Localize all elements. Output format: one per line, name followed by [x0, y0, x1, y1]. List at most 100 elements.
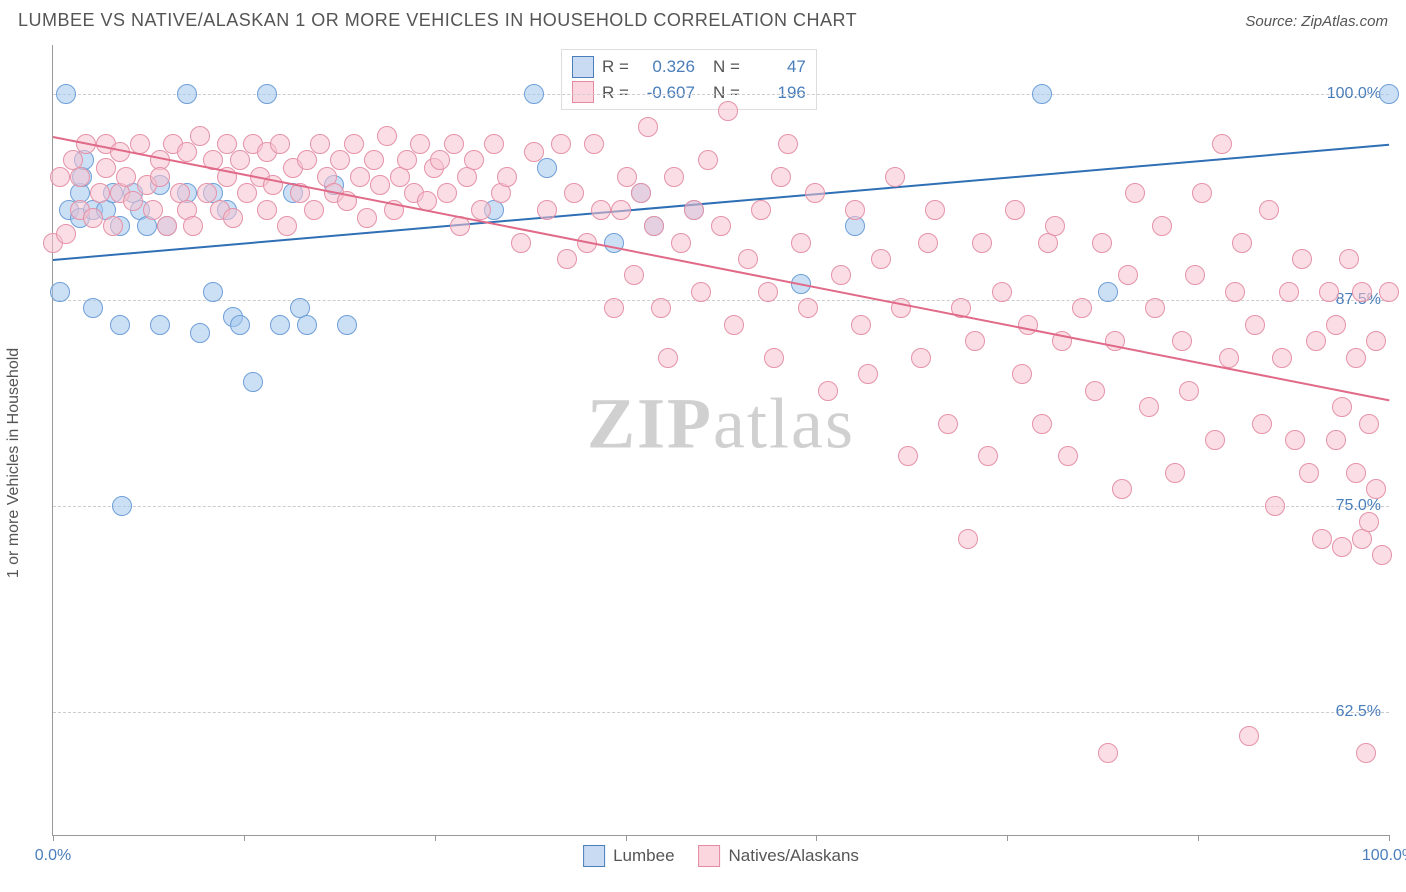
watermark-zip: ZIP: [587, 384, 713, 464]
data-point: [925, 200, 945, 220]
data-point: [123, 191, 143, 211]
data-point: [617, 167, 637, 187]
data-point: [1326, 315, 1346, 335]
data-point: [1092, 233, 1112, 253]
data-point: [330, 150, 350, 170]
data-point: [764, 348, 784, 368]
data-point: [471, 200, 491, 220]
data-point: [150, 315, 170, 335]
data-point: [83, 208, 103, 228]
data-point: [658, 348, 678, 368]
data-point: [938, 414, 958, 434]
data-point: [871, 249, 891, 269]
legend-correlation-row: R =0.326N =47: [572, 54, 806, 80]
legend-series-label: Lumbee: [613, 846, 674, 866]
data-point: [223, 208, 243, 228]
data-point: [1032, 414, 1052, 434]
data-point: [918, 233, 938, 253]
data-point: [1245, 315, 1265, 335]
legend-series-label: Natives/Alaskans: [729, 846, 859, 866]
data-point: [551, 134, 571, 154]
data-point: [805, 183, 825, 203]
data-point: [1285, 430, 1305, 450]
data-point: [671, 233, 691, 253]
data-point: [56, 84, 76, 104]
data-point: [56, 224, 76, 244]
watermark: ZIPatlas: [587, 383, 855, 466]
legend-n-value: 47: [748, 54, 806, 80]
data-point: [410, 134, 430, 154]
data-point: [230, 315, 250, 335]
data-point: [1072, 298, 1092, 318]
data-point: [464, 150, 484, 170]
data-point: [537, 158, 557, 178]
data-point: [237, 183, 257, 203]
data-point: [177, 142, 197, 162]
data-point: [537, 200, 557, 220]
legend-r-label: R =: [602, 54, 629, 80]
ytick-label: 100.0%: [1327, 85, 1381, 103]
data-point: [851, 315, 871, 335]
xtick: [626, 835, 627, 841]
data-point: [364, 150, 384, 170]
chart-source: Source: ZipAtlas.com: [1245, 13, 1388, 30]
data-point: [1366, 479, 1386, 499]
xtick: [244, 835, 245, 841]
legend-swatch: [572, 81, 594, 103]
data-point: [751, 200, 771, 220]
data-point: [1292, 249, 1312, 269]
data-point: [1312, 529, 1332, 549]
data-point: [1205, 430, 1225, 450]
data-point: [511, 233, 531, 253]
chart-header: LUMBEE VS NATIVE/ALASKAN 1 OR MORE VEHIC…: [0, 0, 1406, 35]
data-point: [992, 282, 1012, 302]
data-point: [684, 200, 704, 220]
chart-title: LUMBEE VS NATIVE/ALASKAN 1 OR MORE VEHIC…: [18, 10, 857, 31]
data-point: [1179, 381, 1199, 401]
data-point: [1185, 265, 1205, 285]
legend-correlation: R =0.326N =47R =-0.607N =196: [561, 49, 817, 110]
data-point: [1356, 743, 1376, 763]
data-point: [116, 167, 136, 187]
data-point: [1279, 282, 1299, 302]
data-point: [1339, 249, 1359, 269]
gridline: [53, 712, 1389, 713]
ytick-label: 75.0%: [1336, 497, 1381, 515]
data-point: [96, 158, 116, 178]
data-point: [1232, 233, 1252, 253]
data-point: [70, 167, 90, 187]
data-point: [1032, 84, 1052, 104]
legend-r-label: R =: [602, 80, 629, 106]
data-point: [858, 364, 878, 384]
data-point: [1346, 463, 1366, 483]
data-point: [1098, 743, 1118, 763]
data-point: [1352, 282, 1372, 302]
data-point: [337, 315, 357, 335]
data-point: [50, 167, 70, 187]
data-point: [150, 167, 170, 187]
data-point: [611, 200, 631, 220]
data-point: [270, 134, 290, 154]
data-point: [1265, 496, 1285, 516]
data-point: [898, 446, 918, 466]
data-point: [1332, 397, 1352, 417]
legend-n-value: 196: [748, 80, 806, 106]
data-point: [350, 167, 370, 187]
data-point: [1005, 200, 1025, 220]
data-point: [1372, 545, 1392, 565]
data-point: [1379, 84, 1399, 104]
data-point: [958, 529, 978, 549]
data-point: [664, 167, 684, 187]
data-point: [778, 134, 798, 154]
data-point: [1139, 397, 1159, 417]
gridline: [53, 300, 1389, 301]
data-point: [771, 167, 791, 187]
data-point: [1125, 183, 1145, 203]
data-point: [1012, 364, 1032, 384]
data-point: [584, 134, 604, 154]
data-point: [1225, 282, 1245, 302]
data-point: [1299, 463, 1319, 483]
gridline: [53, 506, 1389, 507]
data-point: [1212, 134, 1232, 154]
data-point: [430, 150, 450, 170]
